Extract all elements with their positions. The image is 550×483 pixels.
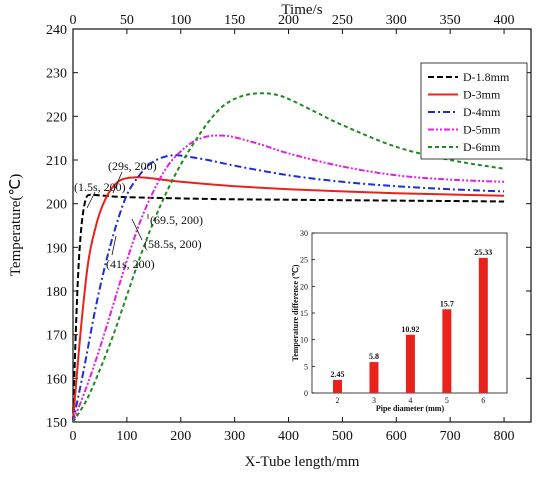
x-tick-label: 700 (440, 429, 461, 444)
y-tick-label: 240 (46, 23, 67, 38)
inset-bar-value-label: 2.45 (331, 370, 345, 379)
annotation-69-5: (69.5, 200) (150, 213, 203, 227)
y-tick-label: 230 (46, 67, 67, 82)
inset-y-tick-label: 5 (304, 362, 308, 371)
inset-bar (333, 379, 343, 393)
y-tick-label: 160 (46, 372, 67, 387)
series-line-3 (72, 154, 505, 423)
series-line-2 (72, 176, 505, 423)
y-tick-label: 210 (46, 154, 67, 169)
x-tick-label: 0 (70, 429, 77, 444)
top-x-tick-label: 0 (70, 13, 77, 28)
top-x-tick-label: 400 (494, 13, 515, 28)
inset-y-tick-label: 0 (304, 389, 308, 398)
inset-bar (442, 309, 452, 393)
x-tick-label: 300 (224, 429, 245, 444)
inset-x-tick-label: 4 (408, 396, 412, 405)
inset-y-tick-label: 30 (300, 229, 308, 238)
x-axis: 0 100 200 300 400 500 600 700 800 (70, 417, 515, 444)
top-x-tick-label: 50 (120, 13, 134, 28)
legend-label: D-3mm (463, 88, 501, 102)
annotation-leader (86, 191, 96, 209)
series-group (72, 92, 505, 423)
inset-chart: 0 5 10 15 20 25 30 2 3 4 5 6 2.45 5.8 10.92 15.7 25.33… (291, 227, 519, 413)
x-tick-label: 500 (332, 429, 353, 444)
inset-y-tick-label: 10 (300, 336, 308, 345)
inset-y-tick-label: 15 (300, 309, 308, 318)
legend-label: D-4mm (463, 105, 501, 119)
inset-y-axis: 0 5 10 15 20 25 30 (300, 229, 315, 398)
x-tick-label: 400 (278, 429, 299, 444)
top-x-tick-label: 200 (278, 13, 299, 28)
inset-y-tick-label: 20 (300, 282, 308, 291)
inset-bar-value-label: 15.7 (440, 299, 454, 308)
inset-x-tick-label: 5 (445, 396, 449, 405)
x-axis-title: X-Tube length/mm (245, 454, 360, 470)
annotation-58-5s: (58.5s, 200) (144, 237, 202, 251)
x-tick-label: 600 (386, 429, 407, 444)
x-tick-label: 200 (170, 429, 191, 444)
series-line-5 (72, 92, 505, 423)
annotation-1-5s: (1.5s, 200) (74, 180, 126, 194)
plot-frame (72, 28, 532, 423)
y-tick-label: 190 (46, 241, 67, 256)
top-x-tick-label: 100 (170, 13, 191, 28)
inset-bar-value-label: 5.8 (369, 352, 379, 361)
annotation-29s: (29s, 200) (108, 159, 157, 173)
inset-x-tick-label: 6 (481, 396, 485, 405)
top-x-axis: 0 50 100 150 200 250 300 350 400 (70, 13, 515, 34)
y-tick-label: 150 (46, 416, 67, 431)
inset-bars: 2.45 5.8 10.92 15.7 25.33 (331, 248, 492, 393)
inset-x-axis-title: Pipe diameter (mm) (376, 404, 445, 413)
top-x-tick-label: 250 (332, 13, 353, 28)
x-tick-label: 100 (116, 429, 137, 444)
annotation-leader (112, 171, 123, 194)
top-x-tick-label: 150 (224, 13, 245, 28)
inset-bar-value-label: 25.33 (474, 248, 492, 257)
top-x-tick-label: 300 (386, 13, 407, 28)
top-x-tick-label: 350 (440, 13, 461, 28)
y-tick-label: 200 (46, 198, 67, 213)
inset-y-axis-title: Temperature difference (℃) (291, 264, 300, 361)
legend-label: D-5mm (463, 123, 501, 137)
inset-x-tick-label: 3 (372, 396, 376, 405)
x-tick-label: 800 (494, 429, 515, 444)
legend-label: D-1.8mm (463, 70, 510, 84)
inset-bar-value-label: 10.92 (401, 325, 419, 334)
inset-bar (405, 334, 415, 393)
legend: D-1.8mm D-3mm D-4mm D-5mm D-6mm (420, 62, 528, 160)
series-line-1 (72, 193, 505, 423)
y-tick-label: 180 (46, 285, 67, 300)
y-tick-label: 170 (46, 329, 67, 344)
inset-bar (478, 257, 488, 393)
series-line-4 (72, 134, 505, 423)
annotation-leader (131, 218, 143, 241)
top-x-axis-title: Time/s (281, 2, 322, 18)
y-axis-title: Temperature(℃) (8, 174, 24, 276)
annotation-41s: (41s, 200) (106, 257, 155, 271)
inset-y-tick-label: 25 (300, 256, 308, 265)
inset-bar (369, 362, 379, 393)
legend-label: D-6mm (463, 140, 501, 154)
annotations: (29s, 200) (1.5s, 200) (69.5, 200) (58.5… (74, 159, 203, 271)
inset-x-tick-label: 2 (336, 396, 340, 405)
y-tick-label: 220 (46, 110, 67, 125)
annotation-leader (111, 235, 117, 256)
